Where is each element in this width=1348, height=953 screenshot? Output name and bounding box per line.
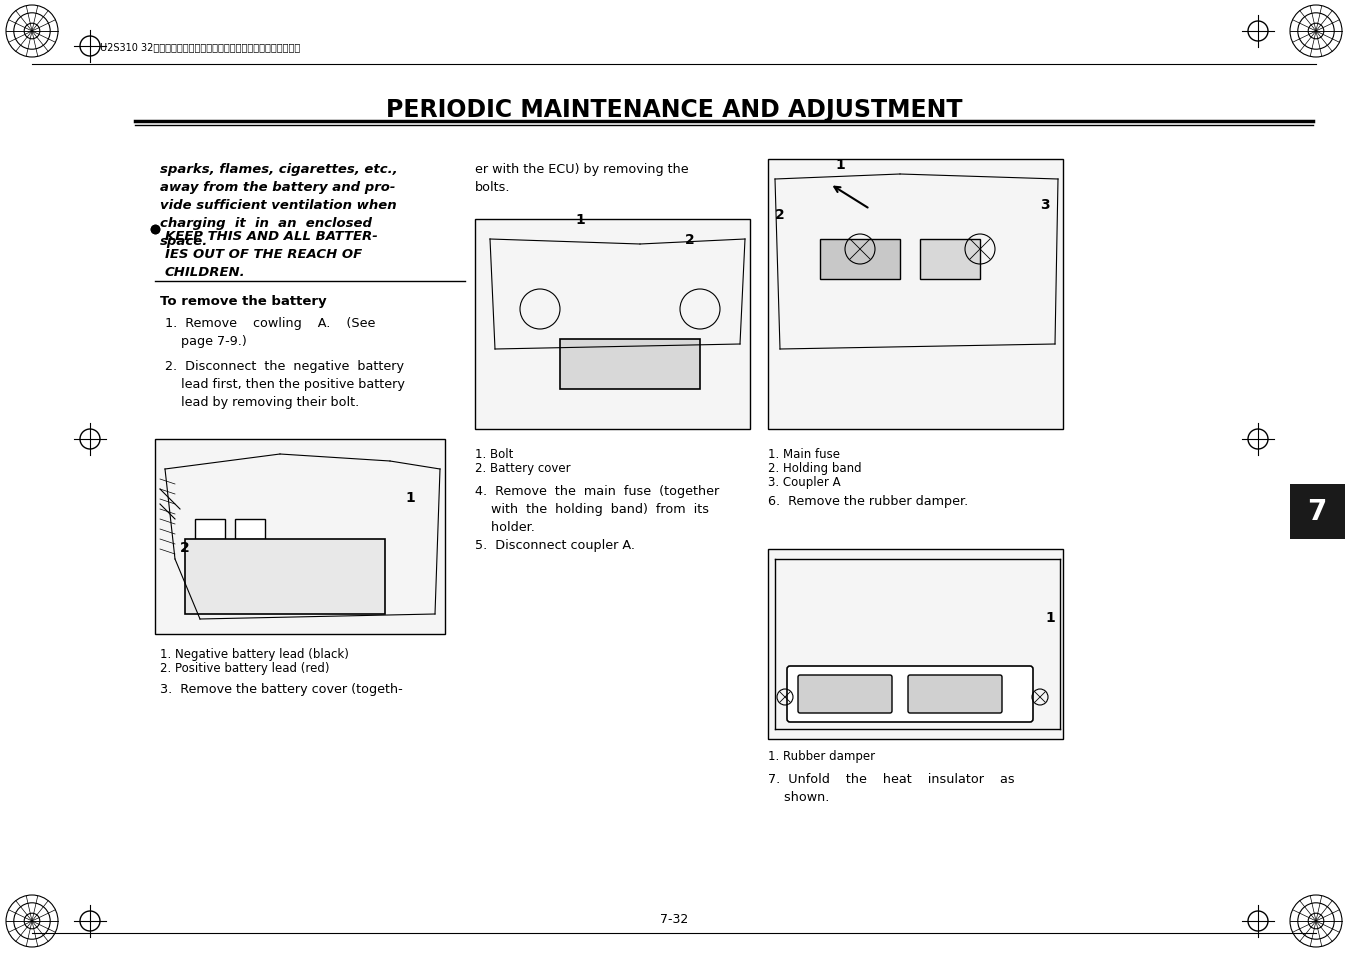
FancyBboxPatch shape <box>474 220 749 430</box>
Text: 2: 2 <box>775 208 785 222</box>
Text: er with the ECU) by removing the: er with the ECU) by removing the <box>474 163 689 175</box>
FancyBboxPatch shape <box>787 666 1033 722</box>
Text: IES OUT OF THE REACH OF: IES OUT OF THE REACH OF <box>164 248 363 261</box>
Text: To remove the battery: To remove the battery <box>160 294 326 308</box>
Text: bolts.: bolts. <box>474 181 511 193</box>
Bar <box>195 519 225 539</box>
Text: 4.  Remove  the  main  fuse  (together
    with  the  holding  band)  from  its
: 4. Remove the main fuse (together with t… <box>474 484 720 552</box>
Text: 2: 2 <box>181 540 190 555</box>
FancyBboxPatch shape <box>798 676 892 713</box>
Text: 1: 1 <box>836 158 845 172</box>
Text: vide sufficient ventilation when: vide sufficient ventilation when <box>160 199 396 212</box>
Bar <box>559 339 700 390</box>
Text: 1: 1 <box>406 491 415 504</box>
Text: 1. Bolt: 1. Bolt <box>474 448 514 460</box>
FancyBboxPatch shape <box>1290 484 1345 539</box>
FancyBboxPatch shape <box>768 550 1064 740</box>
Text: 2: 2 <box>685 233 694 247</box>
FancyBboxPatch shape <box>909 676 1002 713</box>
Text: space.: space. <box>160 234 208 248</box>
Text: 2.  Disconnect  the  negative  battery
    lead first, then the positive battery: 2. Disconnect the negative battery lead … <box>164 359 404 409</box>
Text: 1: 1 <box>1045 610 1055 624</box>
Text: away from the battery and pro-: away from the battery and pro- <box>160 181 395 193</box>
Bar <box>919 240 980 280</box>
Text: 1. Main fuse: 1. Main fuse <box>768 448 840 460</box>
Text: 2. Positive battery lead (red): 2. Positive battery lead (red) <box>160 661 329 675</box>
Text: CHILDREN.: CHILDREN. <box>164 266 245 278</box>
Text: U2S310 32ページ２００８年８月３０日　土曜日　午後２晎２３分: U2S310 32ページ２００８年８月３０日 土曜日 午後２晎２３分 <box>100 42 301 52</box>
Bar <box>235 519 266 539</box>
Text: 3. Coupler A: 3. Coupler A <box>768 476 841 489</box>
Text: 7.  Unfold    the    heat    insulator    as
    shown.: 7. Unfold the heat insulator as shown. <box>768 772 1015 803</box>
Text: charging  it  in  an  enclosed: charging it in an enclosed <box>160 216 372 230</box>
Text: sparks, flames, cigarettes, etc.,: sparks, flames, cigarettes, etc., <box>160 163 398 175</box>
Text: 7: 7 <box>1308 497 1326 525</box>
Text: 2. Battery cover: 2. Battery cover <box>474 461 570 475</box>
Text: 2. Holding band: 2. Holding band <box>768 461 861 475</box>
Text: 3: 3 <box>1041 198 1050 212</box>
Text: 1: 1 <box>576 213 585 227</box>
Text: PERIODIC MAINTENANCE AND ADJUSTMENT: PERIODIC MAINTENANCE AND ADJUSTMENT <box>386 98 962 122</box>
FancyBboxPatch shape <box>768 160 1064 430</box>
Bar <box>185 539 386 615</box>
Bar <box>820 240 900 280</box>
Text: 3.  Remove the battery cover (togeth-: 3. Remove the battery cover (togeth- <box>160 682 403 696</box>
Text: 1. Rubber damper: 1. Rubber damper <box>768 749 875 762</box>
Text: KEEP THIS AND ALL BATTER-: KEEP THIS AND ALL BATTER- <box>164 230 377 243</box>
FancyBboxPatch shape <box>155 439 445 635</box>
Text: 6.  Remove the rubber damper.: 6. Remove the rubber damper. <box>768 495 968 507</box>
Text: 1. Negative battery lead (black): 1. Negative battery lead (black) <box>160 647 349 660</box>
Text: 1.  Remove    cowling    A.    (See
    page 7-9.): 1. Remove cowling A. (See page 7-9.) <box>164 316 375 348</box>
Text: 7-32: 7-32 <box>661 913 687 925</box>
